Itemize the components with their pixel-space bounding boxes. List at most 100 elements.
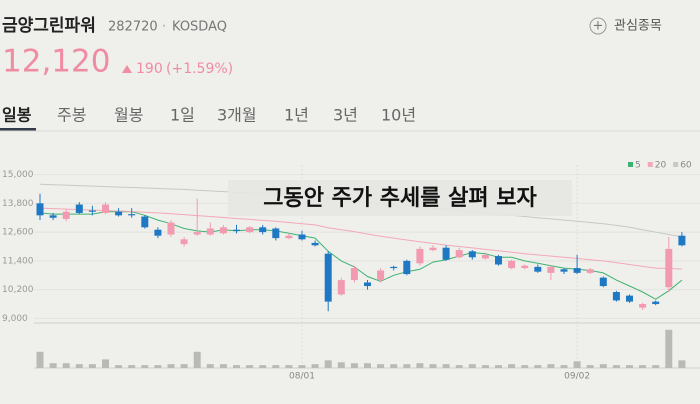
legend-swatch bbox=[647, 162, 653, 167]
legend-label: 20 bbox=[655, 161, 667, 171]
volume-bar bbox=[272, 365, 280, 368]
candle-body bbox=[468, 251, 476, 258]
volume-bar bbox=[586, 365, 594, 368]
candle-body bbox=[429, 247, 437, 251]
candle-body bbox=[612, 292, 620, 301]
volume-bar bbox=[337, 362, 345, 368]
volume-bar bbox=[180, 364, 188, 368]
y-tick-label: 15,000 bbox=[2, 170, 34, 180]
separator: · bbox=[162, 20, 166, 35]
volume-bar bbox=[521, 365, 529, 368]
candle-body bbox=[403, 260, 411, 275]
candle-body bbox=[560, 269, 568, 272]
tab[interactable]: 3년 bbox=[333, 106, 358, 125]
candle-body bbox=[102, 204, 109, 213]
plot: 9,000 10,200 11,400 12,600 13,800 15,000 08/01… bbox=[2, 161, 700, 382]
candle-body bbox=[573, 268, 581, 273]
volume-bar bbox=[49, 363, 57, 368]
volume-bar bbox=[455, 365, 463, 368]
volume-bar bbox=[128, 365, 136, 368]
candle-body bbox=[193, 232, 201, 235]
volume-bar bbox=[193, 351, 201, 368]
volume-bar bbox=[573, 361, 581, 368]
candle-body bbox=[180, 239, 188, 245]
volume-bar bbox=[560, 365, 568, 368]
change-pct: (+1.59%) bbox=[166, 61, 233, 77]
tab[interactable]: 월봉 bbox=[114, 106, 143, 125]
volume-bar bbox=[311, 364, 319, 368]
watch-icon[interactable] bbox=[589, 17, 607, 35]
watch-plus[interactable]: + bbox=[593, 19, 604, 34]
candle-body bbox=[62, 211, 70, 219]
volume-bar bbox=[36, 351, 44, 368]
legend-swatch bbox=[673, 162, 679, 167]
volume-bar bbox=[626, 365, 633, 368]
candle-body bbox=[416, 248, 424, 264]
volume-bar bbox=[154, 365, 162, 368]
candle-body bbox=[521, 265, 529, 269]
y-tick-label: 10,200 bbox=[2, 285, 34, 295]
tab[interactable]: 1일 bbox=[170, 106, 195, 125]
volume-bar bbox=[442, 364, 450, 368]
candle-body bbox=[311, 242, 319, 246]
volume-bar bbox=[246, 365, 254, 368]
volume-bar bbox=[62, 363, 70, 368]
candle-body bbox=[128, 214, 136, 216]
watch-label[interactable]: 관심종목 bbox=[614, 19, 662, 34]
volume-bar bbox=[285, 365, 293, 368]
candle-body bbox=[626, 295, 633, 302]
market: KOSDAQ bbox=[172, 20, 227, 35]
volume-bar bbox=[219, 364, 227, 368]
volume-bar bbox=[599, 364, 607, 368]
stock-code: 282720 bbox=[108, 20, 158, 35]
volume-bar bbox=[547, 364, 555, 368]
tab[interactable]: 3개월 bbox=[217, 106, 257, 125]
volume-bar bbox=[665, 329, 673, 368]
price: 12,120 bbox=[2, 44, 110, 80]
candle-body bbox=[337, 280, 345, 295]
ma-line bbox=[39, 207, 682, 270]
volume-bar bbox=[350, 363, 358, 368]
candle-body bbox=[364, 282, 371, 287]
candle-body bbox=[547, 266, 555, 273]
candle-body bbox=[154, 229, 162, 236]
volume-bar bbox=[88, 364, 96, 368]
stock-name: 금양그린파워 bbox=[2, 16, 96, 36]
volume-bar bbox=[481, 365, 489, 368]
volume-bar bbox=[206, 364, 214, 368]
volume-bar bbox=[141, 365, 149, 368]
volume-bar bbox=[429, 364, 437, 368]
volume-bar bbox=[534, 365, 542, 368]
candle-body bbox=[442, 247, 450, 260]
y-tick-label: 13,800 bbox=[2, 199, 34, 209]
tab-underline bbox=[0, 128, 36, 131]
tab[interactable]: 1년 bbox=[284, 106, 309, 125]
volume-bar bbox=[468, 364, 476, 368]
y-tick-label: 11,400 bbox=[2, 256, 34, 266]
volume-bar bbox=[678, 360, 686, 368]
tab[interactable]: 10년 bbox=[381, 106, 416, 125]
candle-body bbox=[390, 266, 398, 269]
annotation-box bbox=[228, 180, 572, 216]
volume-bar bbox=[167, 364, 175, 368]
candle-body bbox=[167, 222, 175, 235]
candle-body bbox=[350, 268, 358, 281]
x-tick-label: 09/02 bbox=[564, 372, 590, 382]
volume-bar bbox=[364, 363, 371, 368]
x-tick-label: 08/01 bbox=[289, 372, 315, 382]
tab[interactable]: 일봉 bbox=[2, 106, 32, 125]
volume-bar bbox=[115, 365, 123, 368]
volume-bar bbox=[652, 365, 660, 368]
volume-bar bbox=[495, 365, 502, 368]
tabs: 일봉 주봉 월봉 1일 3개월 1년 3년 10년 bbox=[2, 106, 416, 125]
volume-bar bbox=[298, 365, 306, 368]
candle-body bbox=[599, 277, 607, 287]
volume-bar bbox=[639, 365, 647, 368]
candle-body bbox=[455, 250, 463, 258]
candle-body bbox=[377, 270, 385, 281]
annotation: 그동안 주가 추세를 살펴 보자 bbox=[263, 186, 537, 211]
tab[interactable]: 주봉 bbox=[57, 106, 86, 125]
candle-body bbox=[652, 301, 660, 305]
candle-body bbox=[36, 203, 44, 216]
